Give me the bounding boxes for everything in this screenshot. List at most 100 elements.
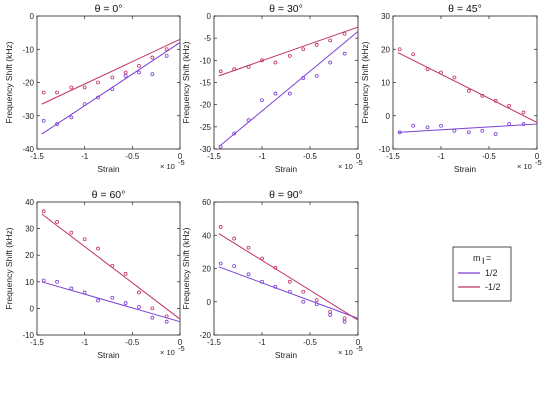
- series-1: [218, 31, 359, 149]
- y-tick-label: -20: [22, 79, 34, 88]
- data-point: [218, 261, 223, 266]
- data-point: [55, 220, 59, 224]
- plot-frame: [213, 201, 359, 336]
- y-tick-label: -10: [199, 56, 211, 65]
- data-point: [342, 319, 347, 324]
- data-point: [137, 290, 141, 295]
- x-tick-label: -1.5: [207, 338, 221, 347]
- data-point: [342, 316, 347, 321]
- data-point: [273, 60, 278, 65]
- data-point: [96, 298, 100, 303]
- data-point: [69, 115, 74, 120]
- x-multiplier-exponent: -5: [178, 158, 185, 167]
- chart-panel-5: -1.5 -1 -0.5 0 -20 0 20 40 60 θ = 90° Strain Freque…: [181, 189, 363, 360]
- data-point: [232, 236, 237, 241]
- data-point: [301, 47, 306, 52]
- data-point: [314, 298, 319, 302]
- data-point: [150, 315, 155, 320]
- x-axis-label: Strain: [275, 164, 297, 174]
- y-tick-label: 40: [202, 231, 211, 240]
- plot-frame: [213, 15, 359, 150]
- x-axis-label: Strain: [97, 164, 119, 174]
- data-point: [218, 69, 223, 74]
- y-axis-label: Frequency Shift (kHz): [360, 41, 370, 123]
- x-axis-label: Strain: [97, 350, 119, 360]
- data-point: [41, 278, 46, 283]
- data-point: [287, 54, 292, 58]
- legend-box: [452, 246, 512, 302]
- data-point: [466, 130, 471, 135]
- data-point: [260, 98, 264, 103]
- data-point: [110, 87, 115, 92]
- chart-title: θ = 60°: [92, 189, 126, 201]
- data-point: [273, 265, 278, 270]
- series-2: [41, 209, 181, 320]
- y-tick-label: -20: [199, 101, 211, 110]
- x-multiplier-exponent: -5: [356, 158, 363, 167]
- data-point: [287, 289, 292, 294]
- x-tick-label: -0.5: [482, 152, 496, 161]
- data-point: [123, 70, 128, 75]
- legend-label: 1/2: [485, 268, 498, 278]
- fit-line: [397, 52, 538, 123]
- data-point: [123, 271, 128, 276]
- y-axis-label: Frequency Shift (kHz): [4, 41, 14, 123]
- data-point: [328, 313, 333, 317]
- x-multiplier-exponent: -5: [178, 344, 185, 353]
- chart-panel-1: -1.5 -1 -0.5 0 -40 -30 -20 -10 0 θ = 0° Strain Freq…: [4, 3, 185, 174]
- y-tick-label: 10: [381, 79, 390, 88]
- data-point: [342, 31, 347, 36]
- series-2: [397, 47, 538, 123]
- data-point: [411, 123, 416, 128]
- data-point: [82, 102, 87, 107]
- y-tick-label: 20: [202, 265, 211, 274]
- data-point: [246, 272, 251, 277]
- x-tick-label: -0.5: [303, 338, 317, 347]
- series-2: [41, 38, 181, 105]
- x-tick-label: 0: [178, 338, 183, 347]
- data-point: [69, 85, 74, 90]
- plot-frame: [36, 15, 181, 150]
- data-point: [260, 58, 264, 63]
- y-tick-label: 10: [25, 278, 34, 287]
- fit-line: [397, 123, 538, 133]
- data-point: [218, 225, 223, 229]
- data-point: [439, 70, 443, 75]
- data-point: [55, 90, 59, 95]
- y-tick-label: -5: [204, 34, 212, 43]
- y-tick-label: 20: [381, 45, 390, 54]
- chart-panel-3: -1.5 -1 -0.5 0 -10 0 10 20 30 θ = 45° Strain Freque…: [360, 3, 542, 174]
- data-point: [69, 286, 74, 291]
- fit-line: [218, 26, 359, 77]
- data-point: [41, 209, 46, 214]
- data-point: [507, 122, 512, 126]
- data-point: [41, 90, 46, 95]
- chart-title: θ = 45°: [448, 3, 482, 15]
- plot-frame: [36, 201, 181, 336]
- data-point: [137, 305, 141, 309]
- data-point: [110, 295, 115, 300]
- chart-panel-4: -1.5 -1 -0.5 0 -10 0 10 20 30 40 θ = 60° Strain Freq…: [4, 189, 185, 360]
- legend-title-suffix: =: [486, 253, 491, 263]
- chart-title: θ = 0°: [95, 3, 123, 15]
- fit-line: [218, 31, 359, 148]
- legend: m I = 1/2 -1/2: [452, 246, 512, 302]
- data-point: [287, 91, 292, 96]
- x-tick-label: 0: [356, 338, 361, 347]
- data-point: [425, 67, 430, 72]
- x-tick-label: -0.5: [125, 338, 139, 347]
- data-point: [328, 309, 333, 314]
- y-tick-label: 20: [25, 251, 34, 260]
- y-tick-label: 30: [25, 225, 34, 234]
- x-tick-label: 0: [535, 152, 540, 161]
- x-tick-label: -1: [258, 338, 266, 347]
- x-multiplier: × 10: [517, 162, 532, 171]
- data-point: [164, 54, 169, 58]
- data-point: [480, 128, 485, 133]
- data-point: [397, 47, 402, 52]
- y-tick-label: -10: [378, 145, 390, 154]
- data-point: [301, 299, 306, 304]
- legend-title-subscript: I: [482, 256, 485, 266]
- data-point: [123, 301, 128, 305]
